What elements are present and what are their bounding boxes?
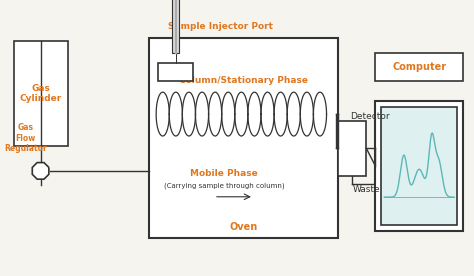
Text: Computer: Computer <box>392 62 446 72</box>
FancyBboxPatch shape <box>172 0 179 53</box>
Text: Gas
Flow
Regulator: Gas Flow Regulator <box>4 123 47 153</box>
FancyBboxPatch shape <box>149 38 338 238</box>
FancyBboxPatch shape <box>375 101 463 231</box>
FancyBboxPatch shape <box>382 107 457 225</box>
Polygon shape <box>32 163 49 179</box>
FancyBboxPatch shape <box>375 53 463 81</box>
Text: Oven: Oven <box>230 222 258 232</box>
FancyBboxPatch shape <box>158 63 193 81</box>
Text: (Carrying sample through column): (Carrying sample through column) <box>164 183 284 189</box>
Text: Detector: Detector <box>351 112 390 121</box>
FancyBboxPatch shape <box>14 41 68 146</box>
FancyBboxPatch shape <box>338 121 366 176</box>
Text: Sample Injector Port: Sample Injector Port <box>168 22 273 31</box>
Text: Column/Stationary Phase: Column/Stationary Phase <box>179 76 308 85</box>
Text: Gas
Cylinder: Gas Cylinder <box>20 84 62 103</box>
Text: Waste: Waste <box>353 185 380 194</box>
Text: Mobile Phase: Mobile Phase <box>190 169 258 178</box>
